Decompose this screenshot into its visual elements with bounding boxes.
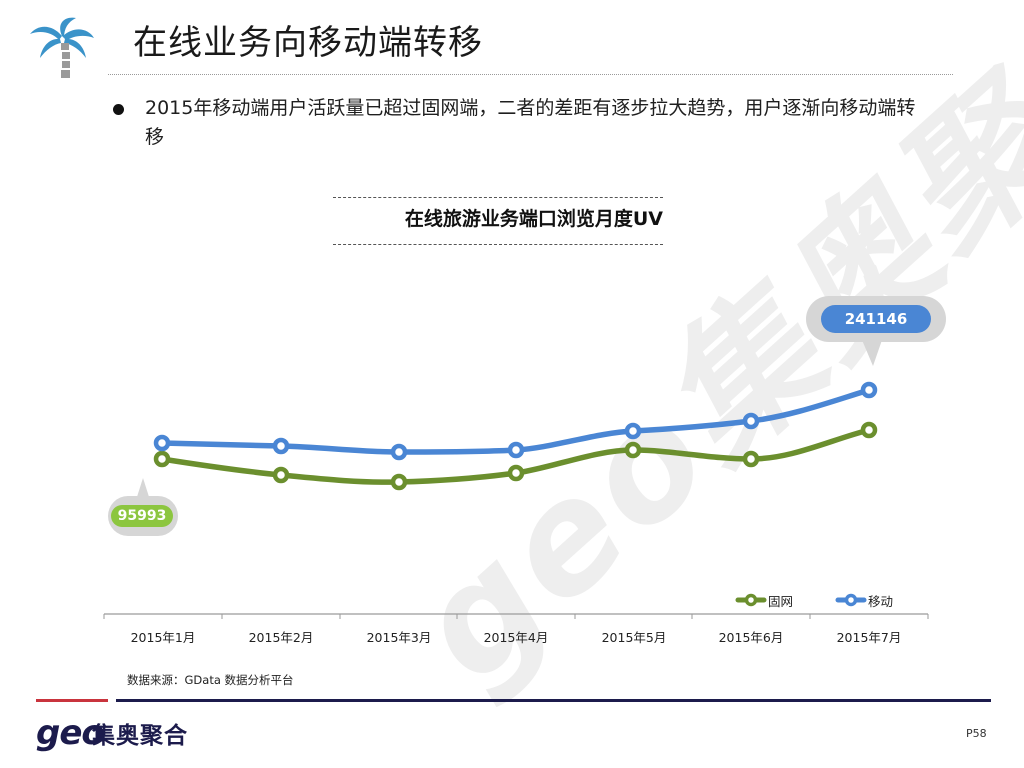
footer-logo-text: 集奥聚合: [92, 723, 188, 749]
legend-label-fixed: 固网: [768, 594, 794, 609]
legend-item-fixed: 固网: [768, 591, 793, 610]
x-tick-label: 2015年3月: [366, 630, 432, 645]
legend-item-mobile: 移动: [868, 591, 893, 610]
footer-rule-navy: [116, 699, 991, 702]
series-fixed-markers: [153, 421, 878, 491]
chart-title: 在线旅游业务端口浏览月度UV: [404, 208, 663, 230]
x-tick-label: 2015年1月: [130, 630, 196, 645]
x-tick-label: 2015年5月: [601, 630, 667, 645]
bullet-icon: [113, 104, 124, 115]
footer-logo-geo: geo: [36, 713, 105, 753]
series-mobile-markers: [153, 381, 878, 461]
legend-label-mobile: 移动: [868, 594, 894, 609]
slide-title: 在线业务向移动端转移: [133, 23, 483, 63]
legend-mobile-icon: [835, 593, 867, 607]
callout-label-mobile-jul: 241146: [844, 310, 908, 328]
callout-fixed-jan: [108, 478, 178, 536]
data-source-note: 数据来源：GData 数据分析平台: [127, 673, 294, 687]
title-divider: [108, 74, 953, 75]
bullet-text: 2015年移动端用户活跃量已超过固网端，二者的差距有逐步拉大趋势，用户逐渐向移动…: [145, 97, 916, 148]
footer-rule-red: [36, 699, 108, 702]
palm-tree-logo-icon: [30, 17, 94, 78]
x-tick-label: 2015年7月: [836, 630, 902, 645]
x-tick-label: 2015年4月: [483, 630, 549, 645]
callout-mobile-jul: [806, 296, 946, 366]
page-number: P58: [966, 727, 987, 740]
x-tick-label: 2015年6月: [718, 630, 784, 645]
x-tick-label: 2015年2月: [248, 630, 314, 645]
legend-fixed-icon: [735, 593, 767, 607]
callout-label-fixed-jan: 95993: [117, 508, 167, 524]
chart-title-frame: [333, 197, 663, 245]
